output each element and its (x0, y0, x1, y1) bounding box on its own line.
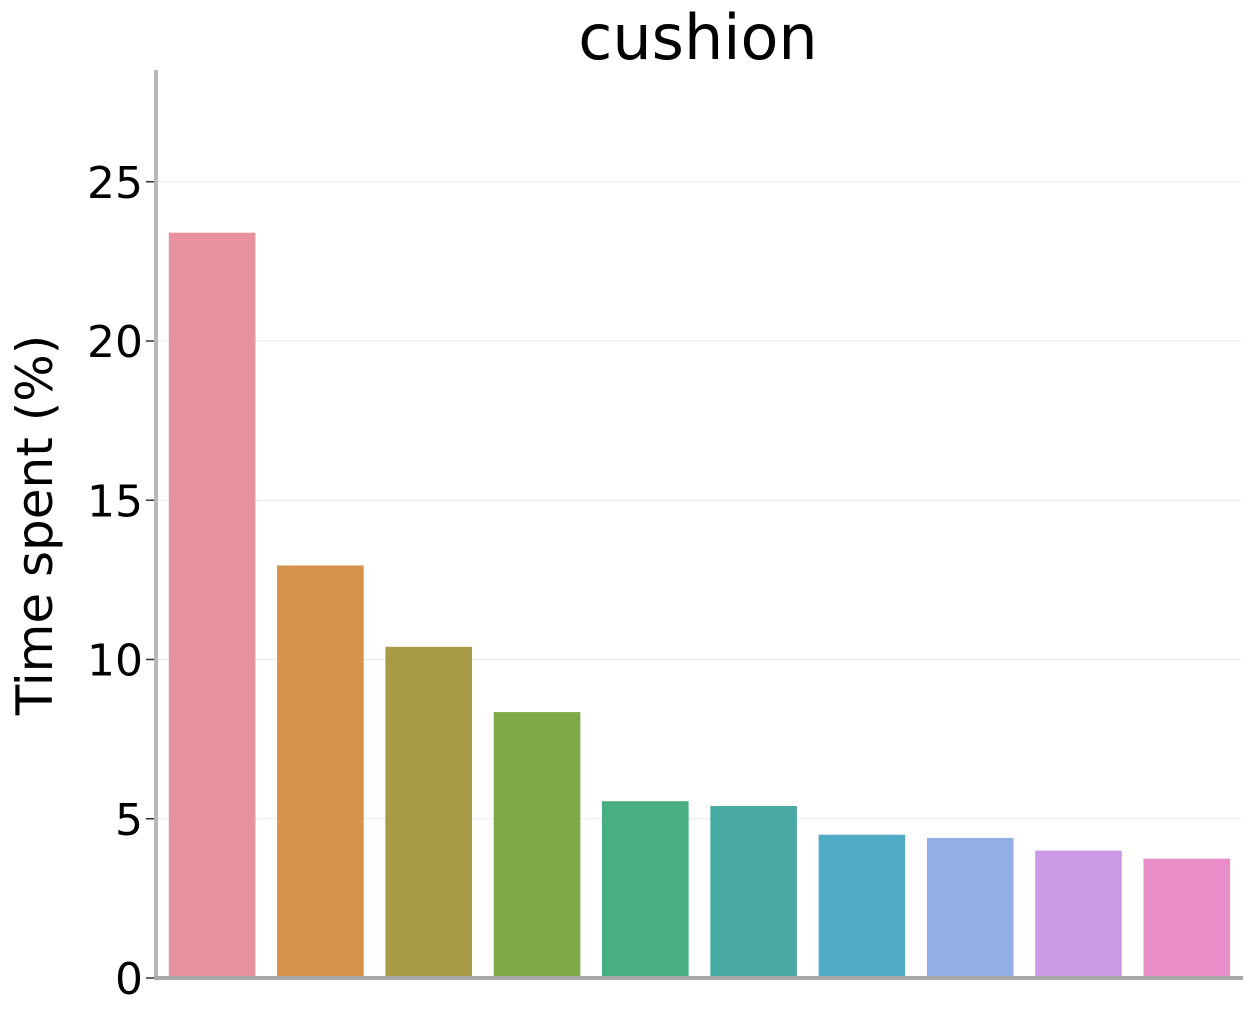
bar-4 (493, 712, 581, 978)
bar-10 (1143, 858, 1231, 978)
y-axis-label: Time spent (%) (6, 335, 64, 717)
y-tick-label: 10 (87, 636, 143, 687)
bars (168, 232, 1231, 978)
bar-7 (818, 834, 906, 978)
bar-1 (168, 232, 256, 978)
bar-6 (710, 806, 797, 978)
y-tick-label: 0 (115, 954, 143, 1005)
bar-5 (602, 801, 689, 978)
bar-9 (1035, 850, 1122, 978)
y-tick-label: 25 (87, 158, 143, 209)
y-tick-label: 5 (115, 795, 143, 846)
bar-3 (385, 646, 472, 978)
bar-8 (926, 837, 1014, 978)
chart-title: cushion (578, 1, 817, 74)
y-ticks: 0 5 10 15 20 25 (87, 158, 156, 1005)
y-tick-label: 20 (87, 317, 143, 368)
bar-2 (277, 565, 364, 978)
y-tick-label: 15 (87, 476, 143, 527)
